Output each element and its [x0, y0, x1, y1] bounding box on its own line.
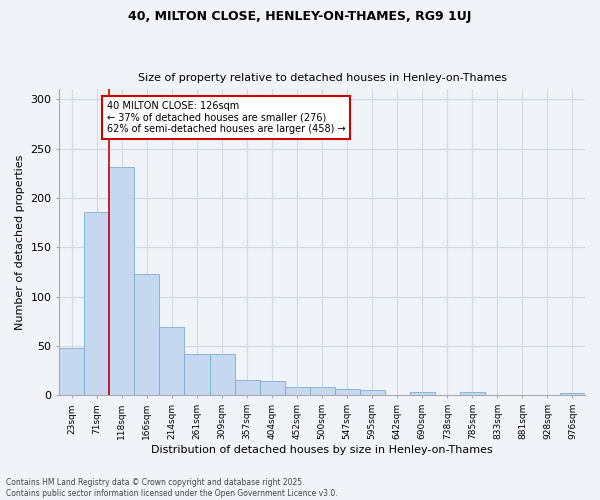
Bar	[235, 380, 260, 396]
Text: 40 MILTON CLOSE: 126sqm
← 37% of detached houses are smaller (276)
62% of semi-d: 40 MILTON CLOSE: 126sqm ← 37% of detache…	[107, 101, 346, 134]
Bar	[335, 388, 360, 396]
Y-axis label: Number of detached properties: Number of detached properties	[15, 154, 25, 330]
Bar	[260, 380, 284, 396]
Bar	[460, 392, 485, 396]
Bar	[134, 274, 160, 396]
Title: Size of property relative to detached houses in Henley-on-Thames: Size of property relative to detached ho…	[137, 73, 506, 83]
Bar	[59, 348, 85, 396]
Bar	[284, 386, 310, 396]
Bar	[209, 354, 235, 396]
Bar	[184, 354, 209, 396]
Bar	[85, 212, 109, 396]
Bar	[360, 390, 385, 396]
Text: 40, MILTON CLOSE, HENLEY-ON-THAMES, RG9 1UJ: 40, MILTON CLOSE, HENLEY-ON-THAMES, RG9 …	[128, 10, 472, 23]
Bar	[560, 394, 585, 396]
Bar	[410, 392, 435, 396]
Bar	[160, 328, 184, 396]
Text: Contains HM Land Registry data © Crown copyright and database right 2025.
Contai: Contains HM Land Registry data © Crown c…	[6, 478, 338, 498]
Bar	[109, 168, 134, 396]
X-axis label: Distribution of detached houses by size in Henley-on-Thames: Distribution of detached houses by size …	[151, 445, 493, 455]
Bar	[310, 386, 335, 396]
